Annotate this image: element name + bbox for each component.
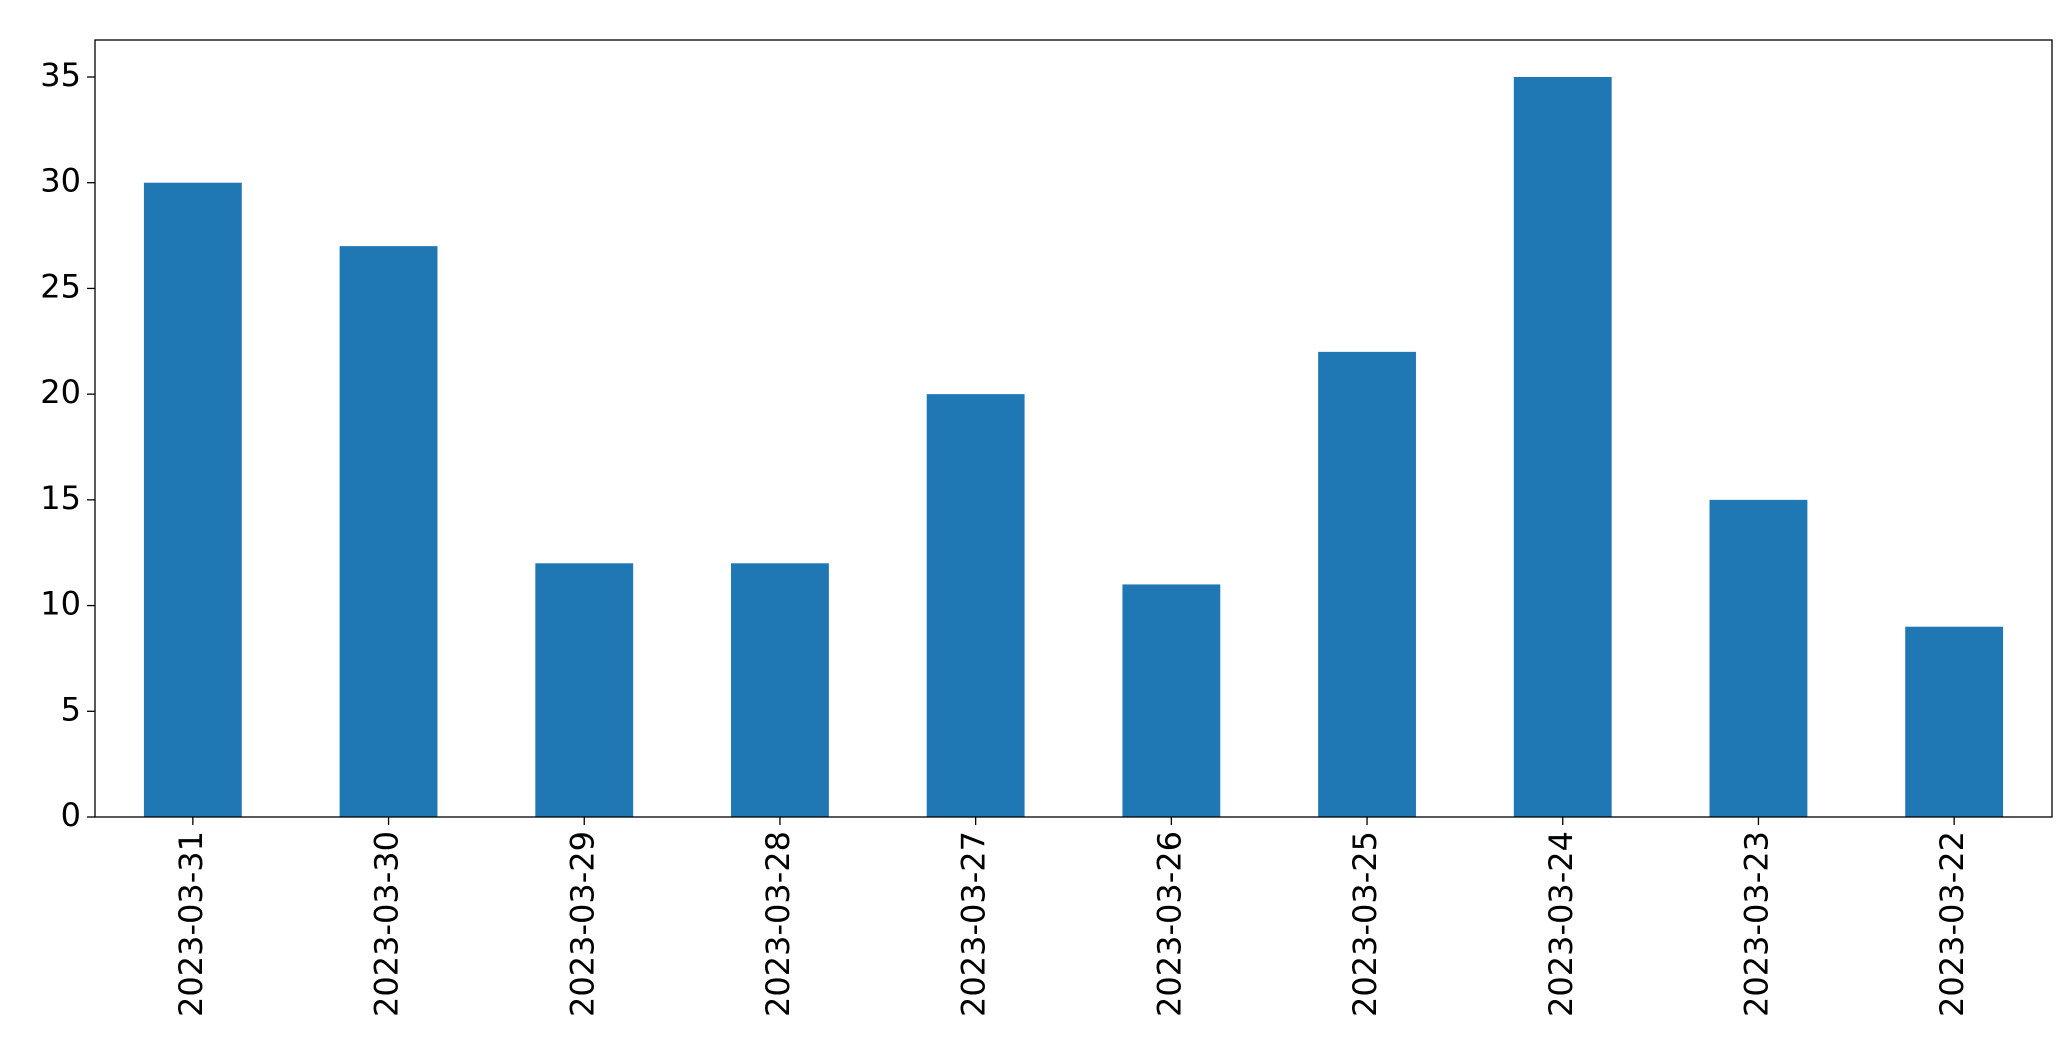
x-tick-label: 2023-03-27 bbox=[955, 831, 993, 1017]
y-tick-label: 15 bbox=[40, 479, 81, 517]
bar bbox=[1122, 584, 1221, 817]
bar bbox=[926, 394, 1025, 817]
x-tick-label: 2023-03-31 bbox=[172, 831, 210, 1017]
x-tick-label: 2023-03-25 bbox=[1346, 831, 1384, 1017]
bar bbox=[1905, 626, 2004, 817]
x-tick-label: 2023-03-28 bbox=[759, 831, 797, 1017]
y-tick-label: 5 bbox=[61, 690, 81, 728]
bar bbox=[1513, 77, 1612, 817]
bar bbox=[143, 182, 242, 817]
y-tick-label: 30 bbox=[40, 162, 81, 200]
bar bbox=[339, 246, 438, 818]
bar bbox=[1318, 351, 1416, 817]
y-tick-label: 10 bbox=[40, 585, 81, 623]
y-tick-label: 0 bbox=[61, 796, 81, 834]
x-tick-label: 2023-03-30 bbox=[368, 831, 406, 1017]
plot-area: 0 5 10 15 20 25 30 35 2023-03-31 2023-03-30 2023-0… bbox=[40, 56, 2004, 1017]
x-tick-label: 2023-03-22 bbox=[1933, 831, 1971, 1017]
x-tick-label: 2023-03-23 bbox=[1737, 831, 1775, 1017]
x-tick-label: 2023-03-24 bbox=[1542, 831, 1580, 1017]
bar bbox=[535, 563, 634, 817]
bar bbox=[731, 563, 829, 817]
y-tick-label: 20 bbox=[40, 373, 81, 411]
axes-frame bbox=[94, 39, 2053, 818]
y-tick-label: 25 bbox=[40, 267, 81, 305]
x-tick-label: 2023-03-29 bbox=[563, 831, 601, 1017]
x-tick-label: 2023-03-26 bbox=[1150, 831, 1188, 1017]
bar bbox=[1709, 499, 1808, 817]
y-tick-label: 35 bbox=[40, 56, 81, 94]
